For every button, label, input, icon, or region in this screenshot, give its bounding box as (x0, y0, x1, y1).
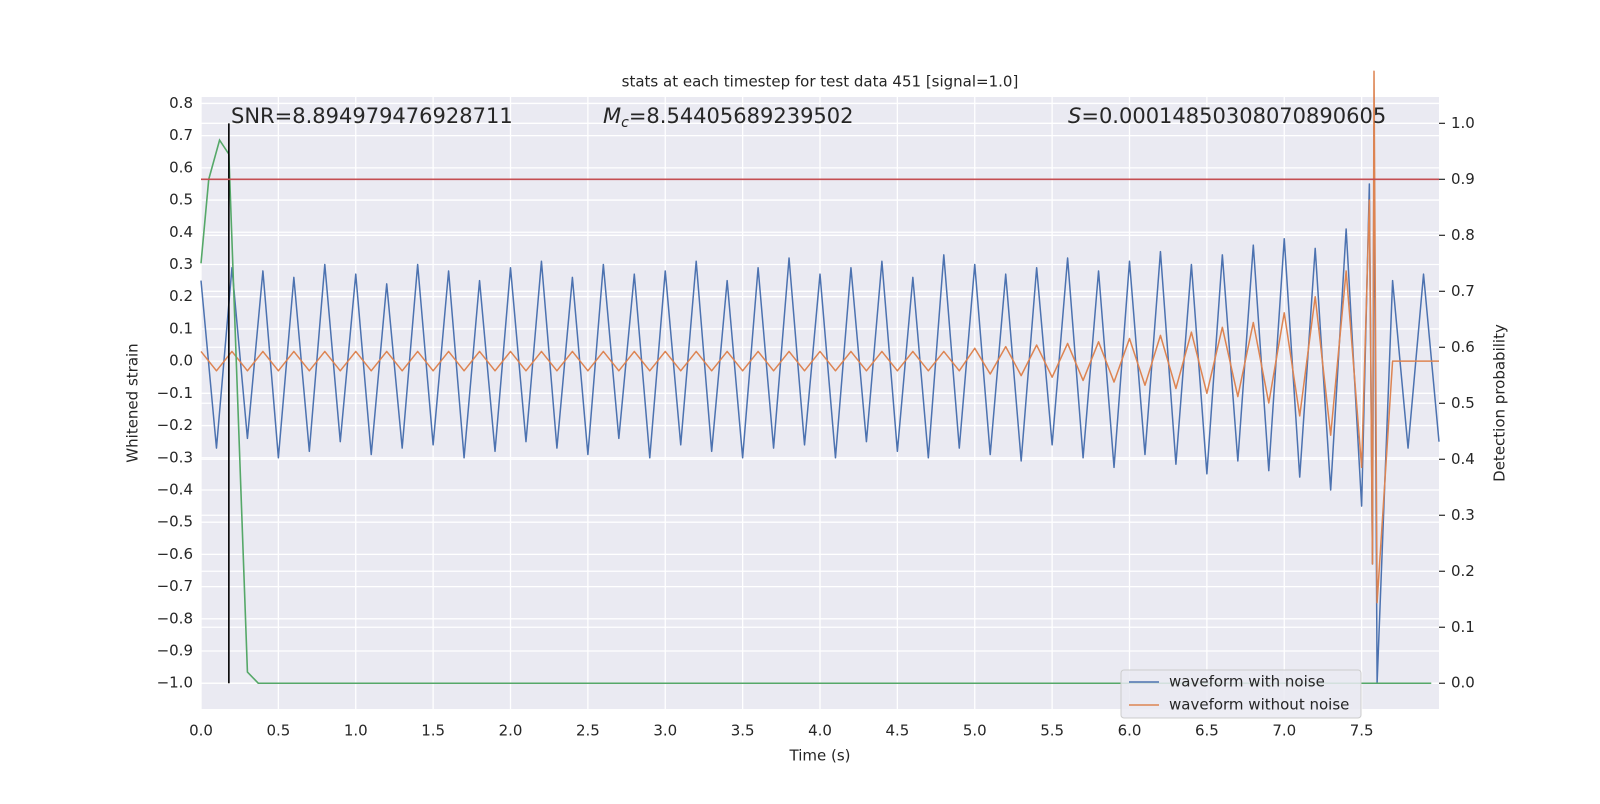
y2-tick-label: 0.9 (1451, 170, 1475, 188)
x-tick-label: 2.0 (499, 722, 523, 740)
annotation-text: =0.00014850308070890605 (1081, 104, 1386, 128)
y2-tick-label: 0.4 (1451, 450, 1475, 468)
x-tick-label: 6.5 (1195, 722, 1219, 740)
x-tick-label: 3.5 (731, 722, 755, 740)
y-tick-label: −1.0 (157, 674, 193, 692)
y2-axis-label: Detection probability (1491, 324, 1509, 482)
y-tick-label: 0.4 (169, 223, 193, 241)
y-tick-label: 0.8 (169, 94, 193, 112)
legend: waveform with noise waveform without nois… (1120, 669, 1362, 719)
annotation: S=0.00014850308070890605 (1068, 104, 1386, 128)
y2-tick-label: 1.0 (1451, 114, 1475, 132)
x-tick-label: 1.0 (344, 722, 368, 740)
x-tick-label: 4.0 (808, 722, 832, 740)
x-tick-label: 5.0 (963, 722, 987, 740)
annotation-subscript: c (621, 115, 629, 131)
y2-tick-label: 0.7 (1451, 282, 1475, 300)
annotation: SNR=8.894979476928711 (231, 104, 513, 128)
legend-box (1120, 669, 1362, 719)
x-tick-label: 4.5 (885, 722, 909, 740)
x-tick-label: 0.5 (266, 722, 290, 740)
marks (200, 70, 1440, 685)
legend-label: waveform without noise (1169, 696, 1349, 714)
y-tick-label: 0.0 (169, 352, 193, 370)
legend-label: waveform with noise (1169, 673, 1325, 691)
x-axis-label: Time (s) (789, 747, 851, 765)
y-tick-label: −0.3 (157, 448, 193, 466)
y-tick-label: −0.7 (157, 577, 193, 595)
chart-title: stats at each timestep for test data 451… (622, 73, 1019, 91)
x-tick-label: 1.5 (421, 722, 445, 740)
y2-tick-label: 0.1 (1451, 618, 1475, 636)
y2-tick-label: 0.3 (1451, 506, 1475, 524)
y-tick-label: −0.1 (157, 384, 193, 402)
annotation-symbol: M (603, 104, 621, 128)
y-axis-label: Whitened strain (124, 343, 142, 462)
y2-tick-label: 0.2 (1451, 562, 1475, 580)
y-tick-label: 0.6 (169, 158, 193, 176)
x-tick-label: 2.5 (576, 722, 600, 740)
annotation-text: =8.54405689239502 (629, 104, 854, 128)
x-tick-label: 7.5 (1350, 722, 1374, 740)
y-tick-label: 0.1 (169, 319, 193, 337)
series-line (200, 125, 1440, 684)
y2-tick-label: 0.0 (1451, 674, 1475, 692)
y2-tick-label: 0.5 (1451, 394, 1475, 412)
y2-tick-label: 0.8 (1451, 226, 1475, 244)
x-tick-label: 0.0 (189, 722, 213, 740)
annotation-symbol: S (1068, 104, 1081, 128)
y-tick-label: −0.4 (157, 480, 193, 498)
y-tick-label: −0.5 (157, 513, 193, 531)
y-tick-label: −0.8 (157, 609, 193, 627)
x-tick-label: 6.0 (1118, 722, 1142, 740)
y-tick-label: −0.6 (157, 545, 193, 563)
y-tick-label: 0.7 (169, 126, 193, 144)
y-tick-label: −0.2 (157, 416, 193, 434)
y-tick-label: 0.5 (169, 191, 193, 209)
x-tick-label: 5.5 (1040, 722, 1064, 740)
x-tick-label: 7.0 (1272, 722, 1296, 740)
y-tick-label: 0.3 (169, 255, 193, 273)
annotation: Mc=8.54405689239502 (603, 104, 854, 131)
y2-tick-label: 0.6 (1451, 338, 1475, 356)
y-tick-label: 0.2 (169, 287, 193, 305)
series-line (200, 70, 1439, 604)
x-tick-label: 3.0 (653, 722, 677, 740)
y-tick-label: −0.9 (157, 642, 193, 660)
